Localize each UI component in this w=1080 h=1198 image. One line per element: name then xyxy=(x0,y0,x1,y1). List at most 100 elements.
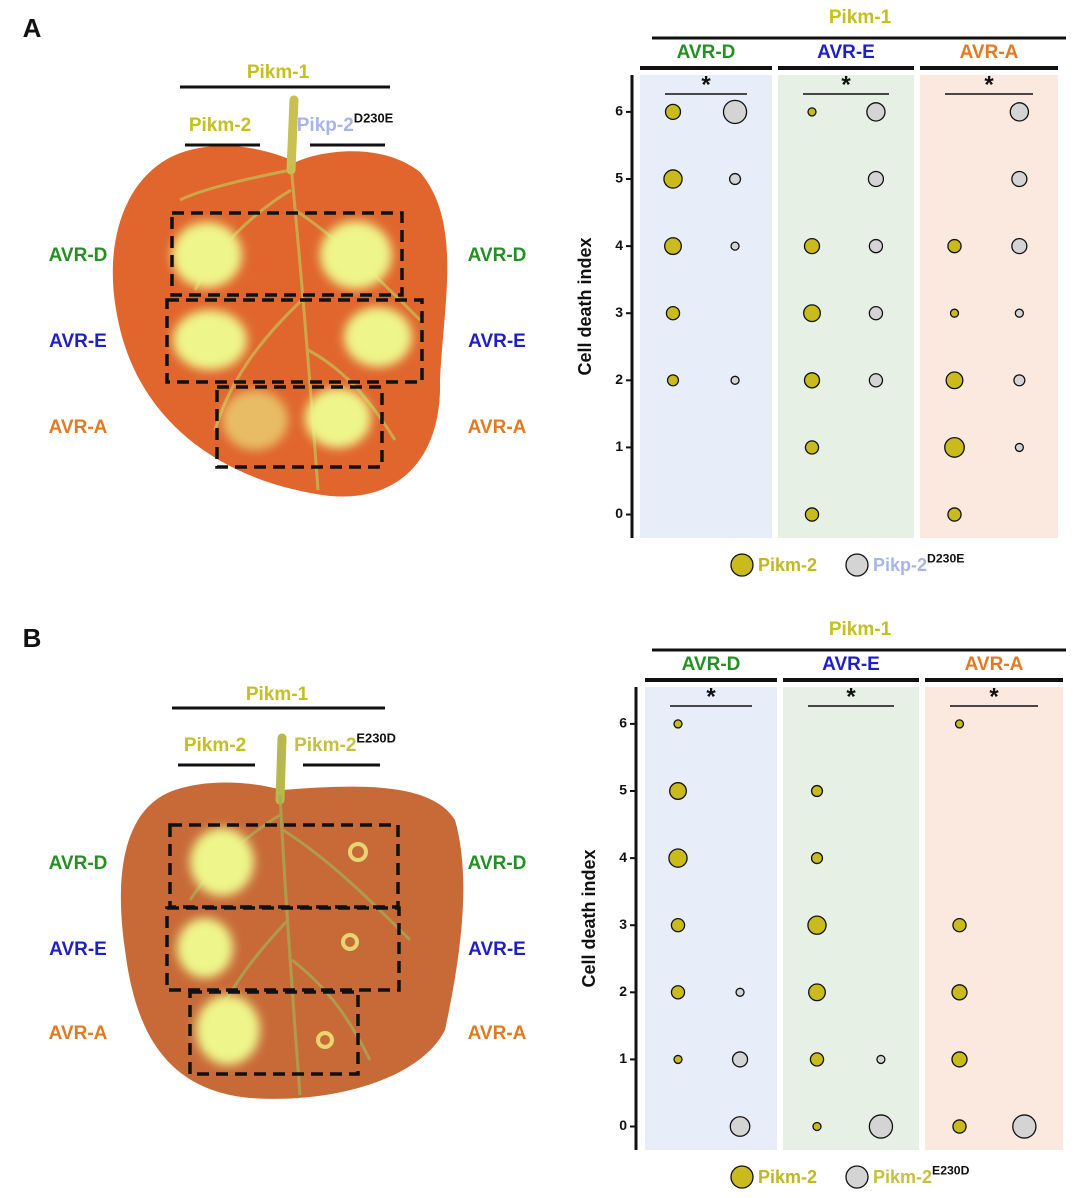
y-tick-label: 1 xyxy=(615,438,623,454)
y-tick-label: 6 xyxy=(615,103,623,119)
group-background xyxy=(920,75,1058,538)
leaf-row-label: AVR-E xyxy=(49,939,107,960)
panel-label: B xyxy=(23,623,42,653)
bubble xyxy=(1012,1114,1037,1139)
bubble xyxy=(1014,308,1025,318)
bubble xyxy=(868,238,884,254)
bubble xyxy=(808,983,826,1002)
y-axis-label: Cell death index xyxy=(575,237,595,375)
group-background xyxy=(778,75,914,538)
legend-label-sup: D230E xyxy=(927,552,964,566)
legend-label-sup: E230D xyxy=(932,1164,970,1178)
leaf-a xyxy=(112,95,448,497)
bubble xyxy=(866,102,886,122)
leaf-left-name: Pikm-2 xyxy=(189,115,251,136)
bubble xyxy=(868,1114,894,1139)
bubble xyxy=(663,169,683,189)
bubble xyxy=(729,1116,751,1137)
significance-label: * xyxy=(701,71,711,98)
bubble xyxy=(730,375,740,385)
bubble xyxy=(670,917,686,933)
significance-label: * xyxy=(984,71,994,98)
y-tick-label: 4 xyxy=(615,237,623,253)
leaf-title: Pikm-1 xyxy=(246,684,309,705)
bubble xyxy=(803,237,821,255)
bubble xyxy=(952,1119,967,1134)
y-tick-label: 2 xyxy=(615,371,623,387)
legend-label: Pikp-2D230E xyxy=(873,552,964,575)
leaf-row-label: AVR-E xyxy=(468,939,526,960)
bubble xyxy=(809,1052,825,1067)
group-label: AVR-D xyxy=(682,654,741,675)
legend-swatch xyxy=(845,553,869,577)
bubble xyxy=(669,782,687,800)
y-tick-label: 5 xyxy=(615,170,623,186)
group-label: AVR-A xyxy=(965,654,1024,675)
y-tick-label: 3 xyxy=(615,304,623,320)
significance-label: * xyxy=(846,683,856,710)
y-tick-label: 3 xyxy=(619,916,627,932)
legend-label-main: Pikm-2 xyxy=(873,1167,932,1187)
legend-label-main: Pikm-2 xyxy=(758,555,817,575)
bubble xyxy=(804,440,820,455)
chart-title: Pikm-1 xyxy=(829,619,892,640)
bubble xyxy=(867,170,885,188)
group-background xyxy=(640,75,772,538)
y-axis-label: Cell death index xyxy=(579,849,599,987)
bubble xyxy=(730,241,740,251)
leaf-title: Pikm-1 xyxy=(247,62,310,83)
bubble xyxy=(673,719,683,729)
legend-swatch xyxy=(730,1165,754,1189)
leaf-row-label: AVR-E xyxy=(468,331,526,352)
panel-label: A xyxy=(23,13,42,43)
bubble xyxy=(807,915,827,935)
leaf-row-label: AVR-A xyxy=(49,417,108,438)
leaf-right-name-sup: D230E xyxy=(354,111,394,126)
legend-swatch xyxy=(730,553,754,577)
leaf-row-label: AVR-D xyxy=(49,853,108,874)
group-background xyxy=(645,687,777,1150)
bubble xyxy=(947,238,962,254)
chart-title: Pikm-1 xyxy=(829,7,892,28)
bubble xyxy=(670,985,686,1000)
bubble xyxy=(664,103,682,121)
leaf-row-label: AVR-A xyxy=(468,417,527,438)
leaf-left-name-main: Pikm-2 xyxy=(189,115,251,136)
bubble xyxy=(668,848,688,868)
y-tick-label: 6 xyxy=(619,715,627,731)
bubble xyxy=(803,304,821,323)
bubble xyxy=(728,172,742,186)
leaf-b xyxy=(120,733,464,1099)
bubble xyxy=(731,1051,749,1068)
bubble xyxy=(810,784,824,798)
bubble xyxy=(664,237,682,256)
y-tick-label: 2 xyxy=(619,983,627,999)
leaf-left-name: Pikm-2 xyxy=(184,735,246,756)
group-label: AVR-A xyxy=(960,42,1019,63)
leaf-right-name: Pikm-2E230D xyxy=(294,731,396,756)
bubble xyxy=(722,99,748,125)
bubble xyxy=(951,1051,968,1068)
leaf-row-label: AVR-A xyxy=(49,1023,108,1044)
bubble xyxy=(665,305,681,321)
legend-label: Pikm-2 xyxy=(758,555,817,575)
bubble xyxy=(666,374,680,387)
bubble xyxy=(876,1054,886,1065)
bubble xyxy=(944,437,965,458)
legend-label-main: Pikm-2 xyxy=(758,1167,817,1187)
bubble xyxy=(951,984,968,1001)
bubble xyxy=(954,719,965,729)
bubble xyxy=(868,305,884,321)
leaf-right-name-sup: E230D xyxy=(356,731,395,746)
bubble xyxy=(1013,374,1026,387)
leaf-row-label: AVR-E xyxy=(49,331,107,352)
group-label: AVR-E xyxy=(822,654,880,675)
bubble xyxy=(735,987,745,997)
leaf-right-name-main: Pikm-2 xyxy=(294,735,356,756)
leaf-row-label: AVR-D xyxy=(49,245,108,266)
bubble xyxy=(673,1054,683,1065)
leaf-right-name-main: Pikp-2 xyxy=(297,115,354,136)
significance-label: * xyxy=(841,71,851,98)
y-tick-label: 0 xyxy=(615,505,623,521)
group-background xyxy=(783,687,919,1150)
